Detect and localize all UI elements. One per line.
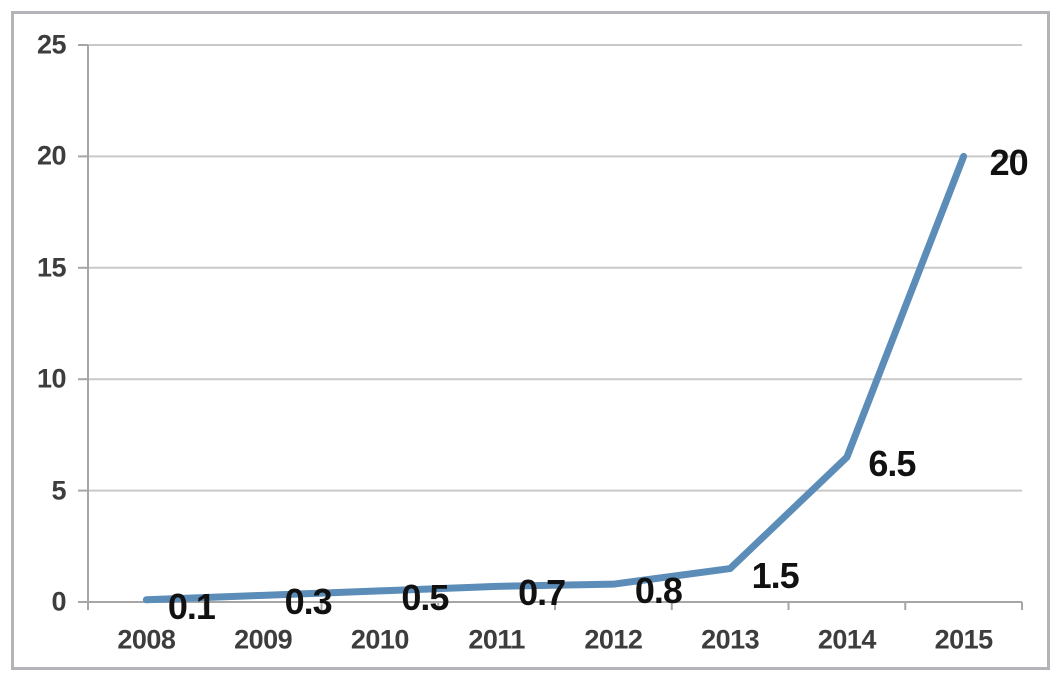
x-tick-label-2011: 2011: [468, 624, 525, 655]
y-tick-label-10: 10: [36, 363, 67, 394]
data-label-2009: 0.3: [284, 581, 333, 623]
x-tick-label-2014: 2014: [817, 624, 877, 655]
x-tick-label-2010: 2010: [350, 624, 410, 655]
data-label-2008: 0.1: [167, 585, 216, 627]
data-label-2011: 0.7: [518, 572, 566, 614]
y-tick-label-15: 15: [36, 252, 67, 283]
y-tick-label-5: 5: [51, 475, 66, 506]
x-tick-label-2009: 2009: [234, 624, 293, 655]
data-label-2012: 0.8: [634, 570, 683, 612]
x-tick-label-2012: 2012: [584, 624, 643, 655]
data-label-2014: 6.5: [868, 443, 916, 485]
data-label-2013: 1.5: [751, 554, 800, 596]
data-label-2015: 20: [989, 142, 1029, 184]
data-label-2010: 0.5: [401, 576, 449, 618]
x-tick-label-2008: 2008: [117, 624, 176, 655]
x-tick-label-2013: 2013: [701, 624, 760, 655]
x-tick-label-2015: 2015: [934, 624, 994, 655]
data-series-line: [142, 152, 968, 604]
y-tick-label-0: 0: [51, 586, 66, 617]
y-tick-label-25: 25: [36, 29, 67, 60]
y-tick-label-20: 20: [36, 140, 67, 171]
chart-frame: [11, 11, 1050, 670]
